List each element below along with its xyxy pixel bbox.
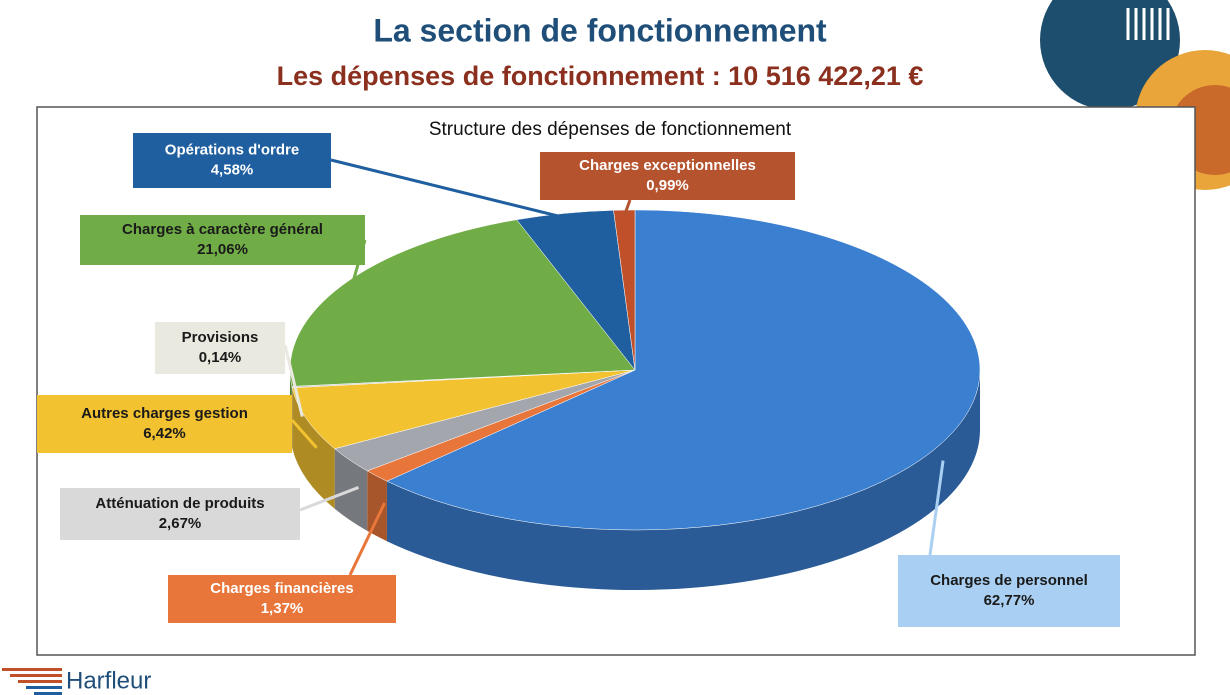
slice-label: Provisions [182,329,259,346]
chart-title: Structure des dépenses de fonctionnement [429,119,792,140]
value-label: 6,42% [143,425,186,442]
slide-subtitle: Les dépenses de fonctionnement : 10 516 … [277,61,924,91]
value-label: 21,06% [197,241,248,258]
slice-label: Atténuation de produits [95,495,264,512]
value-label: 0,14% [199,349,242,366]
value-label: 1,37% [261,600,304,617]
value-label: 4,58% [211,161,254,178]
slide: La section de fonctionnement Les dépense… [0,0,1230,695]
slice-label: Autres charges gestion [81,405,248,422]
logo: Harfleur [2,667,151,695]
slice-label: Charges exceptionnelles [579,157,756,174]
slide-title: La section de fonctionnement [373,12,827,48]
slice-label: Opérations d'ordre [165,141,299,158]
value-label: 0,99% [646,177,689,194]
value-label: 62,77% [984,592,1035,609]
slice-label: Charges financières [210,580,353,597]
slice-label: Charges à caractère général [122,221,323,238]
value-label: 2,67% [159,515,202,532]
slice-label: Charges de personnel [930,572,1088,589]
logo-text: Harfleur [66,667,151,694]
pie [290,210,980,590]
